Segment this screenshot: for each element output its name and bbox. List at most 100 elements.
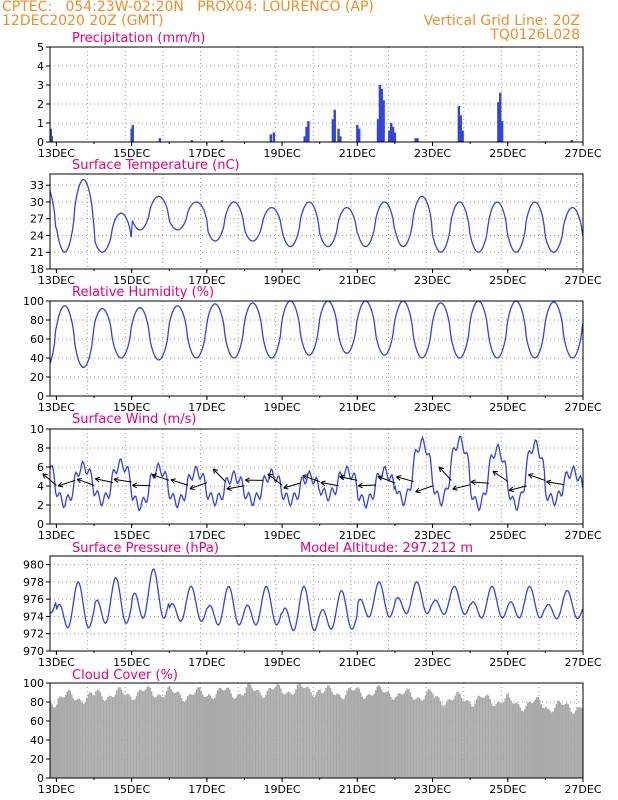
cloud-bar-138 — [257, 690, 260, 778]
cloud-bar-219 — [379, 686, 382, 778]
cloud-bar-199 — [349, 688, 351, 778]
wind-arrowhead-21 — [438, 466, 445, 473]
panel4-xtick-5: 23DEC — [414, 529, 451, 542]
cloud-bar-238 — [408, 689, 410, 778]
cloud-bar-330 — [546, 708, 549, 778]
header-line1: CPTEC: 054:23W-02:20N PROX04: LOURENCO (… — [2, 0, 374, 15]
cloud-bar-267 — [451, 700, 454, 778]
panel1-ytick-4: 4 — [37, 60, 44, 73]
cloud-bar-183 — [325, 688, 327, 778]
cloud-bar-4 — [56, 704, 58, 778]
cloud-bar-72 — [158, 694, 160, 778]
wind-arrowhead-4 — [113, 477, 119, 483]
cloud-bar-90 — [185, 699, 187, 778]
cloud-bar-268 — [453, 698, 455, 778]
precip-bar-32 — [499, 92, 502, 142]
cloud-bar-164 — [296, 685, 299, 778]
cloud-bar-170 — [305, 686, 308, 778]
cloud-bar-279 — [469, 703, 472, 778]
cloud-bar-29 — [93, 695, 96, 778]
precip-bar-15 — [339, 136, 342, 142]
precip-bar-19 — [378, 85, 382, 142]
cloud-bar-113 — [220, 688, 222, 778]
cloud-bar-178 — [317, 689, 320, 778]
cloud-bar-54 — [131, 699, 133, 778]
wind-arrow-9 — [212, 468, 227, 483]
cloud-bar-130 — [245, 687, 248, 778]
precip-bar-0 — [49, 128, 52, 142]
panel3-xtick-0: 13DEC — [38, 401, 75, 414]
cloud-bar-163 — [295, 689, 297, 778]
cloud-bar-35 — [102, 699, 105, 778]
panel1-ytick-0: 0 — [37, 136, 44, 149]
cloud-bar-190 — [335, 693, 338, 778]
panel2-ytick-3: 27 — [30, 213, 44, 226]
header-date: 12DEC2020 20Z (GMT) — [2, 13, 164, 29]
cloud-bar-63 — [144, 689, 147, 778]
precip-bar-3 — [131, 124, 134, 142]
cloud-bar-24 — [86, 697, 88, 778]
panel2-xtick-0: 13DEC — [38, 274, 75, 287]
cloud-bar-322 — [534, 699, 536, 778]
panel2-xtick-5: 23DEC — [414, 274, 451, 287]
cloud-bar-146 — [269, 688, 272, 778]
cloud-bar-8 — [62, 697, 64, 778]
cloud-bar-191 — [337, 693, 339, 778]
panel4-ytick-4: 8 — [37, 442, 44, 455]
panel3-xtick-5: 23DEC — [414, 401, 451, 414]
cloud-bar-118 — [227, 687, 230, 778]
cloud-bar-95 — [192, 694, 195, 778]
cloud-bar-217 — [376, 686, 378, 778]
panel2-ytick-4: 30 — [30, 196, 44, 209]
cloud-bar-91 — [186, 696, 189, 778]
cloud-bar-324 — [537, 697, 539, 778]
cloud-bar-121 — [232, 697, 234, 778]
cloud-bar-106 — [209, 695, 211, 778]
cloud-bar-2 — [53, 707, 55, 778]
cloud-bar-316 — [525, 705, 527, 778]
cloud-bar-55 — [132, 699, 135, 778]
panel3-ytick-2: 40 — [30, 352, 44, 365]
cloud-bar-319 — [529, 702, 532, 778]
cloud-bar-288 — [483, 697, 485, 778]
cloud-bar-337 — [557, 700, 559, 778]
cloud-bar-181 — [322, 693, 324, 778]
cloud-bar-317 — [526, 702, 529, 778]
cloud-bar-286 — [480, 697, 482, 778]
wind-arrowhead-3 — [94, 476, 101, 483]
cloud-bar-186 — [329, 688, 332, 778]
cloud-bar-349 — [575, 710, 577, 778]
cloud-bar-345 — [569, 707, 571, 778]
cloud-bar-53 — [129, 696, 132, 778]
cloud-bar-116 — [224, 689, 227, 778]
cloud-bar-344 — [567, 704, 570, 778]
cloud-bar-250 — [426, 691, 428, 778]
cloud-bar-208 — [362, 698, 365, 778]
wind-arrow-13 — [283, 482, 302, 489]
panel2-title: Surface Temperature (nC) — [72, 158, 240, 173]
cloud-bar-255 — [433, 697, 436, 778]
cloud-bar-346 — [570, 711, 573, 778]
cloud-bar-313 — [520, 710, 523, 778]
cloud-bar-311 — [517, 704, 520, 778]
cloud-bar-83 — [174, 692, 177, 778]
precip-bar-24 — [391, 126, 395, 142]
cloud-bar-205 — [358, 688, 360, 778]
cloud-bar-56 — [134, 699, 136, 778]
cloud-bar-335 — [554, 708, 556, 778]
wind-arrowhead-16 — [339, 474, 345, 481]
precip-bar-12 — [331, 119, 335, 142]
cloud-bar-256 — [435, 696, 437, 778]
wind-arrowhead-26 — [528, 473, 534, 479]
wind-arrowhead-0 — [42, 473, 48, 479]
cloud-bar-263 — [445, 702, 448, 778]
cloud-bar-184 — [326, 685, 329, 778]
cloud-bar-210 — [365, 695, 368, 778]
panel4-frame — [49, 428, 584, 525]
cloud-bar-314 — [522, 711, 524, 778]
cloud-bar-98 — [197, 687, 199, 778]
cloud-bar-294 — [492, 706, 494, 778]
cloud-bar-99 — [198, 687, 201, 778]
cloud-bar-339 — [560, 702, 562, 778]
wind-arrow-27 — [546, 481, 565, 486]
